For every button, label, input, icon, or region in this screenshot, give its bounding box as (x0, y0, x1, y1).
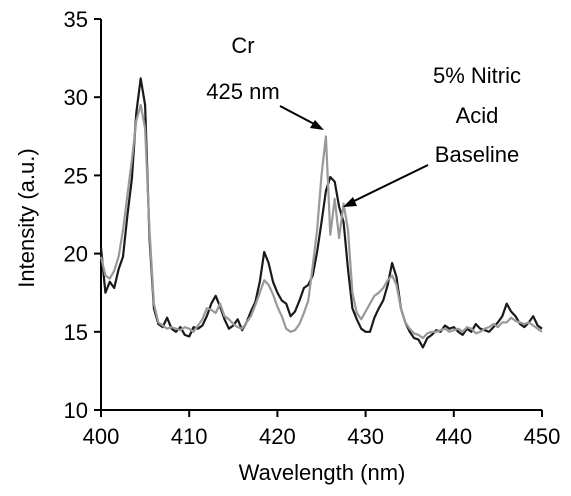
x-axis-title: Wavelength (nm) (239, 460, 406, 485)
y-tick-label: 25 (64, 163, 88, 188)
y-ticks: 10 15 20 25 30 35 (64, 7, 101, 423)
annotation-cr-line-1: Cr (231, 33, 254, 58)
axes (100, 19, 542, 411)
x-tick-label: 430 (347, 424, 384, 449)
annotation-baseline-line-1: 5% Nitric (433, 63, 521, 88)
x-tick-label: 440 (435, 424, 472, 449)
arrow-cr-head (310, 120, 324, 130)
x-ticks: 400 410 420 430 440 450 (83, 410, 561, 449)
y-axis-title: Intensity (a.u.) (14, 148, 39, 287)
y-tick-label: 10 (64, 398, 88, 423)
annotation-baseline-line-2: Acid (456, 103, 499, 128)
x-tick-label: 410 (171, 424, 208, 449)
y-tick-label: 30 (64, 85, 88, 110)
arrow-cr (279, 105, 319, 127)
arrow-baseline (349, 164, 429, 204)
arrow-baseline-head (343, 197, 357, 207)
annotation-cr: Cr 425 nm (206, 33, 279, 104)
annotation-baseline: 5% Nitric Acid Baseline (433, 63, 521, 167)
annotation-cr-line-2: 425 nm (206, 79, 279, 104)
x-tick-label: 450 (524, 424, 561, 449)
annotation-baseline-line-3: Baseline (435, 142, 519, 167)
x-tick-label: 420 (259, 424, 296, 449)
y-tick-label: 35 (64, 7, 88, 32)
x-tick-label: 400 (83, 424, 120, 449)
series-layer (99, 77, 543, 349)
arrows (279, 105, 429, 207)
series-line-2 (99, 103, 543, 340)
series-line-1 (99, 77, 543, 349)
y-tick-label: 15 (64, 320, 88, 345)
y-tick-label: 20 (64, 242, 88, 267)
